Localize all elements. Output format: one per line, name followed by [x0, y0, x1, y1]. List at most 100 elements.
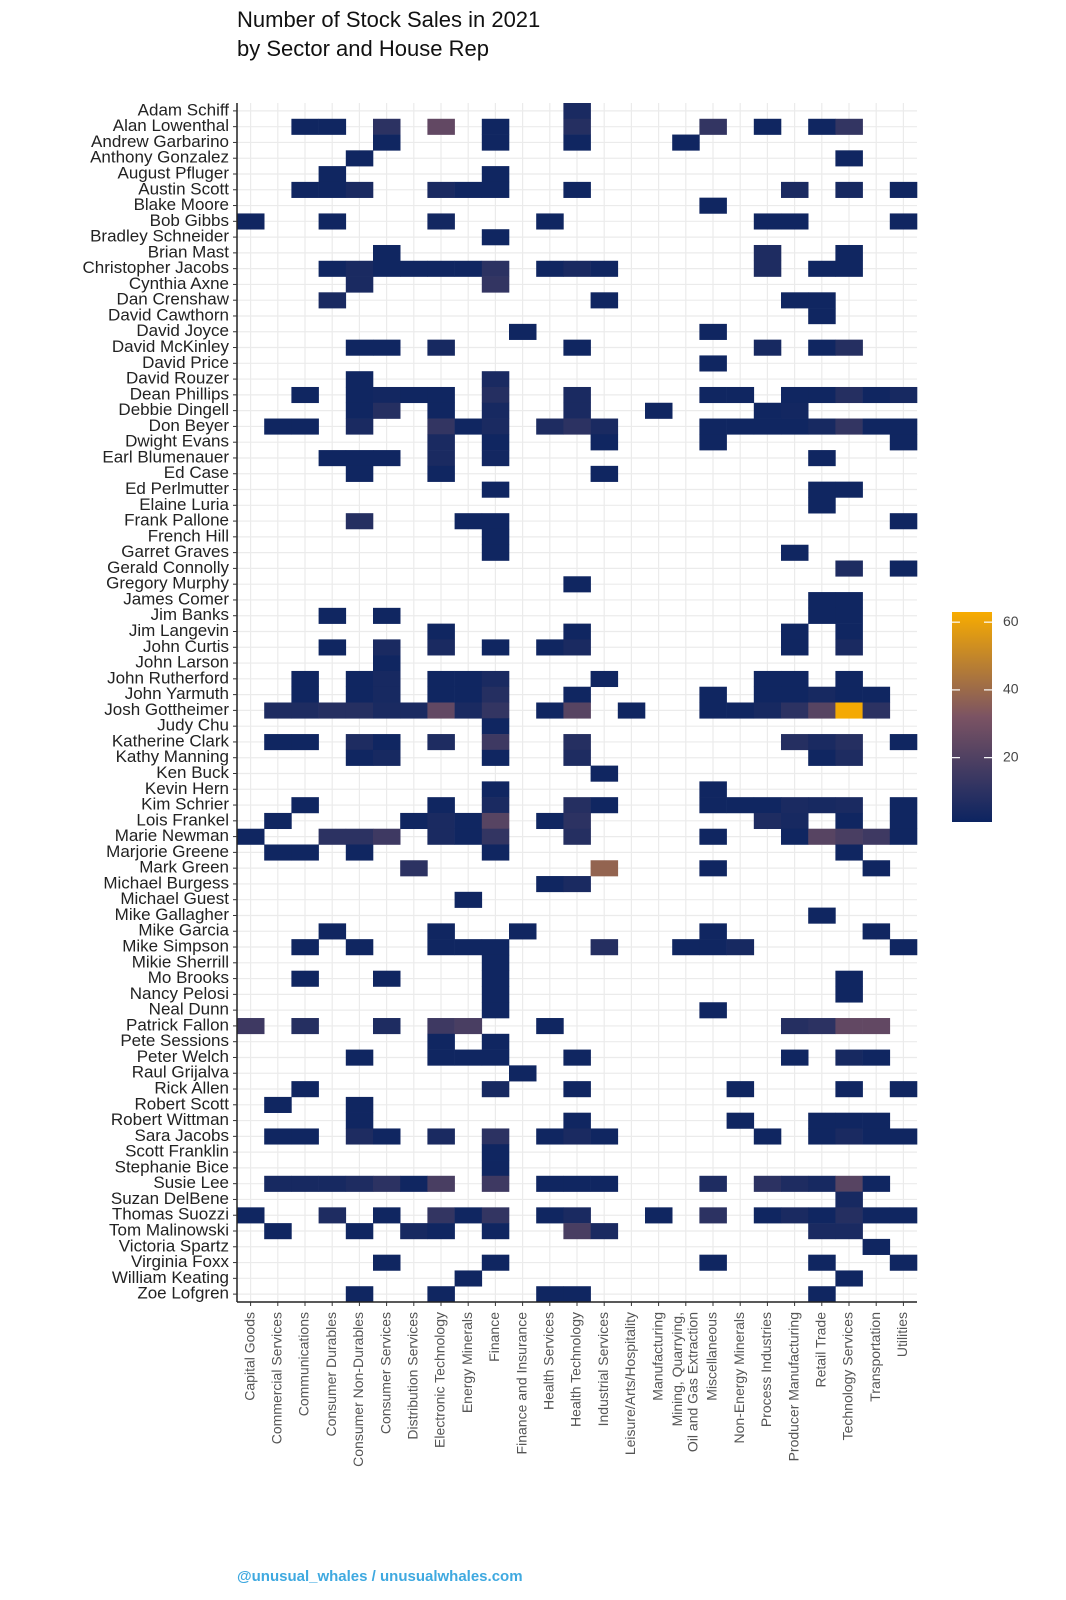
- heat-cell: [672, 939, 700, 956]
- colorbar-label: 20: [1003, 748, 1019, 764]
- x-tick-label: Mining, Quarrying,Oil and Gas Extraction: [669, 1312, 700, 1452]
- heat-cell: [509, 323, 537, 340]
- heat-cell: [781, 1049, 809, 1066]
- heat-cell: [563, 828, 591, 845]
- heat-cell: [481, 402, 510, 419]
- heat-cell: [427, 418, 455, 435]
- heat-cell: [481, 1002, 510, 1019]
- heat-cell: [481, 812, 510, 830]
- heat-cell: [264, 418, 292, 435]
- heat-cell: [808, 292, 836, 309]
- heat-cell: [264, 844, 292, 861]
- heat-cell: [318, 292, 347, 309]
- heat-cell: [862, 702, 891, 719]
- heat-cell: [373, 670, 401, 688]
- y-tick-label: Mo Brooks: [148, 968, 229, 987]
- heat-cell: [781, 1175, 809, 1192]
- heat-cell: [345, 418, 374, 435]
- heat-cell: [835, 1018, 863, 1035]
- heat-cell: [699, 355, 727, 372]
- heat-cell: [345, 513, 374, 530]
- y-tick-label: Cynthia Axne: [129, 274, 229, 293]
- heat-cell: [264, 1096, 292, 1113]
- heat-cell: [835, 118, 863, 135]
- heat-cell: [808, 1128, 836, 1145]
- heat-cell: [699, 686, 727, 703]
- heat-cell: [373, 450, 401, 467]
- heat-cell: [563, 702, 591, 719]
- heat-cell: [373, 118, 401, 135]
- heat-cell: [400, 702, 428, 719]
- heat-cell: [753, 1207, 782, 1224]
- heat-cell: [753, 686, 782, 703]
- heat-cell: [781, 623, 809, 640]
- heat-cell: [373, 655, 401, 672]
- heat-cell: [699, 781, 727, 798]
- y-tick-label: John Curtis: [143, 637, 229, 656]
- y-tick-label: David Rouzer: [126, 369, 229, 388]
- heat-cell: [563, 1128, 591, 1145]
- heat-cell: [563, 134, 591, 151]
- heat-cell: [862, 386, 891, 404]
- heat-cell: [400, 386, 428, 404]
- heat-cell: [345, 1175, 374, 1192]
- y-tick-label: Christopher Jacobs: [83, 258, 229, 277]
- y-tick-label: Austin Scott: [138, 179, 229, 198]
- heat-cell: [427, 118, 455, 135]
- heat-cell: [427, 434, 455, 451]
- heat-cell: [318, 1207, 347, 1224]
- heat-cell: [835, 639, 863, 656]
- heat-cell: [590, 1223, 619, 1240]
- x-tick-label: Leisure/Arts/Hospitality: [622, 1312, 638, 1455]
- heat-cell: [427, 181, 455, 198]
- y-tick-label: Jim Banks: [151, 605, 229, 624]
- heat-cell: [862, 1128, 891, 1145]
- heat-cell: [427, 939, 455, 956]
- heat-cell: [808, 481, 836, 498]
- heat-cell: [481, 686, 510, 703]
- heat-cell: [536, 1018, 564, 1035]
- heat-cell: [699, 323, 727, 340]
- heat-cell: [427, 702, 455, 719]
- heat-cell: [753, 402, 782, 419]
- heat-cell: [373, 1207, 401, 1224]
- heat-cell: [481, 1033, 510, 1050]
- heat-cell: [699, 860, 727, 877]
- heat-cell: [563, 103, 591, 120]
- heat-cell: [427, 639, 455, 656]
- heat-cell: [862, 686, 891, 703]
- heat-cell: [808, 749, 836, 766]
- heat-cell: [373, 702, 401, 719]
- y-tick-label: Thomas Suozzi: [112, 1205, 229, 1224]
- heat-cell: [318, 260, 347, 277]
- x-tick-label: Process Industries: [758, 1312, 774, 1427]
- heat-cell: [808, 339, 836, 356]
- heat-cell: [835, 686, 863, 703]
- heat-cell: [373, 686, 401, 703]
- heat-cell: [808, 797, 836, 814]
- heat-cell: [454, 812, 483, 830]
- heat-cell: [645, 1207, 673, 1224]
- heat-cell: [808, 592, 836, 609]
- heat-cell: [781, 670, 809, 688]
- y-tick-label: David Joyce: [136, 321, 229, 340]
- heat-cell: [237, 213, 265, 230]
- x-tick-label: Electronic Technology: [432, 1312, 448, 1448]
- heat-cell: [481, 1160, 510, 1177]
- heat-cell: [753, 213, 782, 230]
- heat-cell: [481, 702, 510, 719]
- heat-cell: [427, 734, 455, 751]
- heat-cell: [835, 623, 863, 640]
- y-tick-label: David Cawthorn: [108, 305, 229, 324]
- heat-cell: [563, 639, 591, 656]
- heat-cell: [563, 402, 591, 419]
- heat-cell: [536, 639, 564, 656]
- heat-cell: [835, 386, 863, 404]
- heat-cell: [808, 607, 836, 624]
- x-tick-label: Finance and Insurance: [513, 1312, 529, 1455]
- heat-cell: [291, 418, 319, 435]
- heat-cell: [835, 244, 863, 262]
- heat-cell: [590, 670, 619, 688]
- heat-cell: [889, 1128, 918, 1145]
